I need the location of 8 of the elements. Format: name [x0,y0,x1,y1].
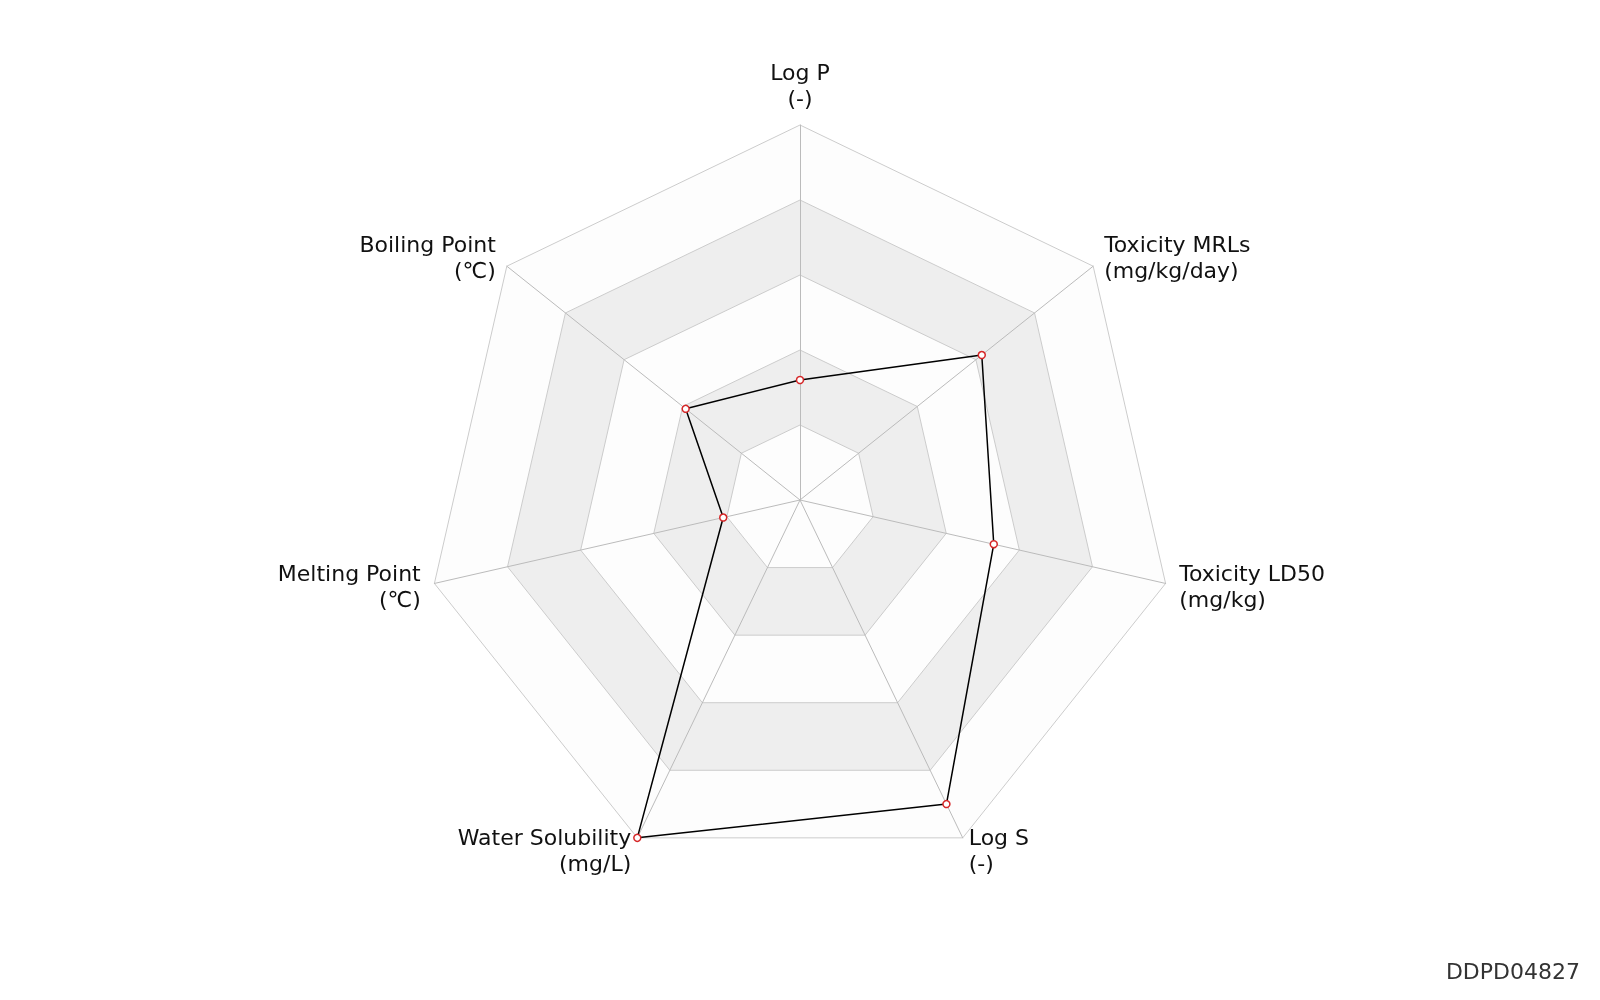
spoke-label: Melting Point (℃) [277,561,422,613]
spoke-label: Toxicity MRLs (mg/kg/day) [1103,231,1251,283]
spoke-label: Boiling Point (℃) [359,231,497,283]
spoke-label: Log P (-) [770,59,830,111]
spoke-label: Log S (-) [968,824,1030,876]
spoke-label: Water Solubility (mg/L) [457,824,632,876]
text: DDPD04827 [1445,958,1580,984]
spoke-label: Toxicity LD50 (mg/kg) [1178,561,1325,613]
